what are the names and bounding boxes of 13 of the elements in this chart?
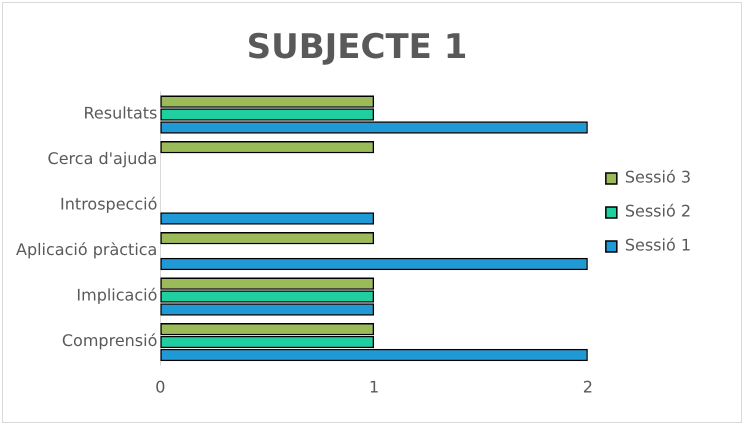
x-tick-label: 2: [582, 378, 593, 397]
y-tick-label: Introspecció: [60, 194, 158, 214]
y-tick-label: Comprensió: [62, 331, 158, 350]
y-tick-label: Implicació: [76, 286, 158, 305]
y-tick-label: Aplicació pràctica: [16, 240, 158, 260]
x-tick-label: 0: [155, 378, 166, 397]
y-tick-label: Resultats: [84, 104, 158, 123]
chart-title: SUBJECTE 1: [246, 27, 468, 68]
x-tick-label: 1: [369, 378, 380, 397]
legend-label: Sessió 2: [624, 202, 691, 221]
legend-label: Sessió 3: [624, 168, 691, 187]
legend-label: Sessió 1: [624, 236, 691, 255]
y-tick-label: Cerca d'ajuda: [48, 149, 158, 168]
